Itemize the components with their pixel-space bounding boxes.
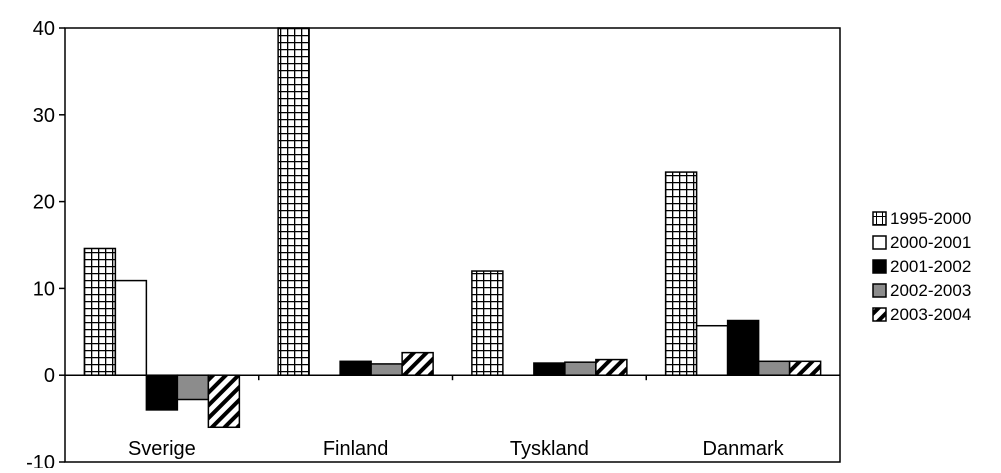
- bar-2003-2004-Tyskland: [595, 358, 628, 376]
- bar-2000-2001-Danmark: [695, 324, 729, 376]
- bar-2002-2003-Danmark: [757, 360, 791, 376]
- legend-label: 2000-2001: [890, 233, 971, 252]
- plot-frame: [64, 27, 841, 463]
- plot-area: -10 0 10 20 30 40 Sverige Finland Tyskland Danmar…: [26, 18, 841, 473]
- bar-2002-2003-Finland: [370, 363, 403, 376]
- bar-2002-2003-Sverige: [176, 374, 210, 401]
- bar-2001-2002-Tyskland: [533, 362, 566, 376]
- bar-2003-2004-Danmark: [788, 360, 822, 376]
- bar-1995-2000-Tyskland: [471, 270, 504, 376]
- legend-swatch: [872, 235, 887, 250]
- legend-swatch: [872, 211, 887, 226]
- y-tick-label: -10: [26, 452, 55, 468]
- category-label: Finland: [323, 438, 389, 460]
- bar-2002-2003-Tyskland: [564, 361, 597, 376]
- bar-2001-2002-Sverige: [145, 374, 179, 411]
- category-label: Sverige: [128, 438, 196, 460]
- bar-2000-2001-Sverige: [114, 279, 148, 376]
- y-tick-label: 10: [33, 278, 55, 300]
- bar-1995-2000-Danmark: [664, 171, 698, 376]
- legend-swatch: [872, 259, 887, 274]
- bar-1995-2000-Finland: [277, 27, 310, 376]
- bar-1995-2000-Sverige: [83, 247, 117, 376]
- legend-swatch: [872, 283, 887, 298]
- y-tick-label: 20: [33, 192, 55, 214]
- y-tick-label: 0: [44, 365, 55, 387]
- y-tick-label: 40: [33, 18, 55, 40]
- category-label: Danmark: [703, 438, 785, 460]
- category-label: Tyskland: [510, 438, 589, 460]
- bar-2003-2004-Sverige: [207, 374, 241, 429]
- legend-label: 2003-2004: [890, 305, 971, 324]
- y-tick-label: 30: [33, 105, 55, 127]
- legend: 1995-2000 2000-2001 2001-2002 2002-2003 2003…: [872, 209, 971, 324]
- legend-swatch: [872, 307, 887, 322]
- bar-2001-2002-Finland: [339, 360, 372, 376]
- legend-label: 2001-2002: [890, 257, 971, 276]
- legend-label: 1995-2000: [890, 209, 971, 228]
- bar-2001-2002-Danmark: [726, 319, 760, 376]
- legend-label: 2002-2003: [890, 281, 971, 300]
- bar-2003-2004-Finland: [401, 351, 434, 376]
